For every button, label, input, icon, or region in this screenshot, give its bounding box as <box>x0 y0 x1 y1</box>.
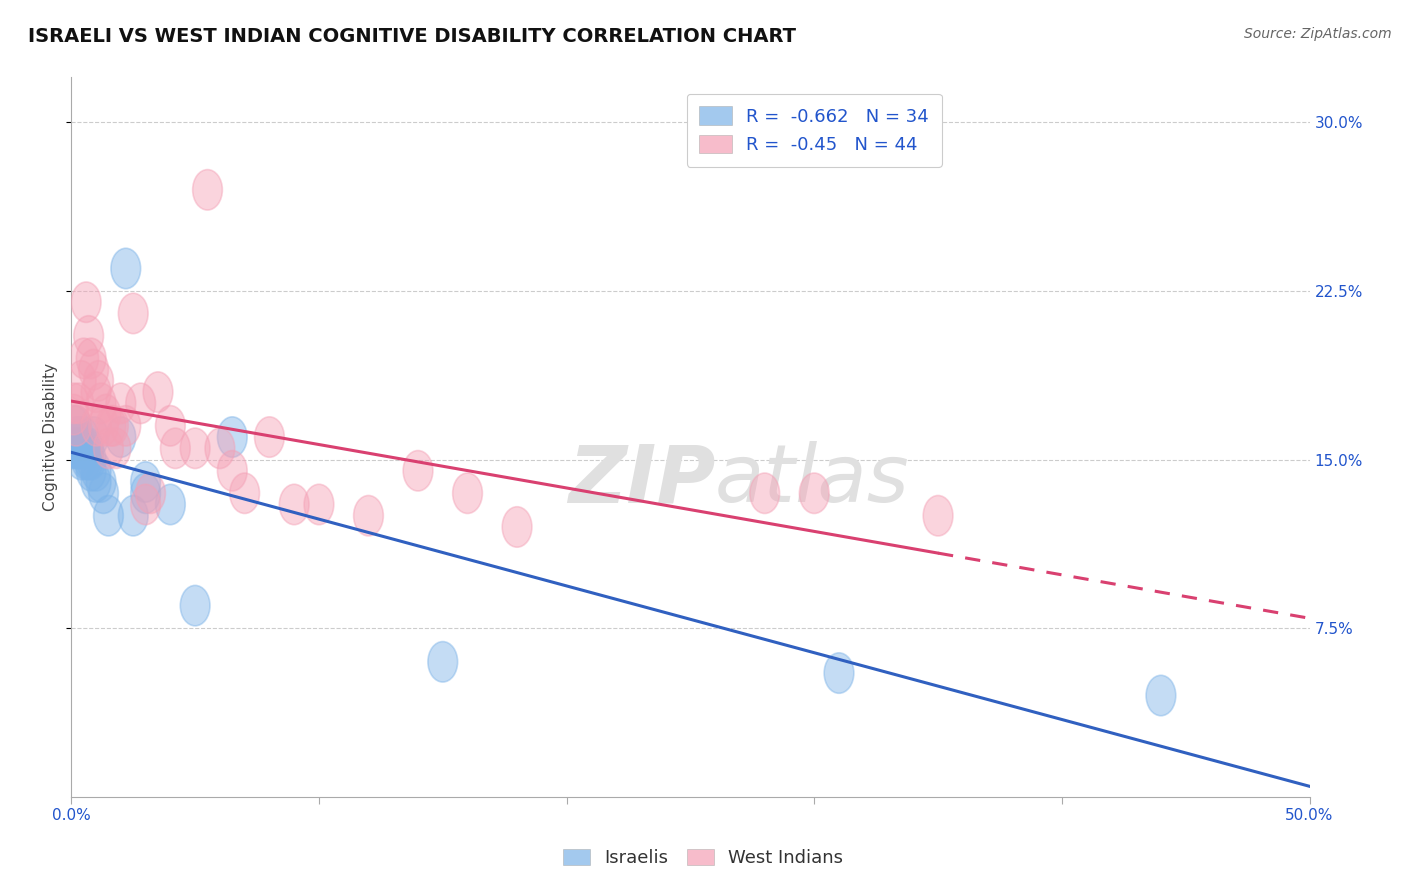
Ellipse shape <box>118 495 148 536</box>
Ellipse shape <box>94 495 124 536</box>
Ellipse shape <box>101 428 131 468</box>
Ellipse shape <box>73 428 104 468</box>
Ellipse shape <box>143 372 173 412</box>
Text: Source: ZipAtlas.com: Source: ZipAtlas.com <box>1244 27 1392 41</box>
Text: ZIP: ZIP <box>568 442 716 519</box>
Ellipse shape <box>73 316 104 356</box>
Ellipse shape <box>118 293 148 334</box>
Ellipse shape <box>91 394 121 434</box>
Ellipse shape <box>218 450 247 491</box>
Legend: Israelis, West Indians: Israelis, West Indians <box>555 841 851 874</box>
Ellipse shape <box>404 450 433 491</box>
Ellipse shape <box>84 360 114 401</box>
Ellipse shape <box>800 473 830 514</box>
Ellipse shape <box>72 439 101 480</box>
Ellipse shape <box>82 450 111 491</box>
Ellipse shape <box>66 439 96 480</box>
Ellipse shape <box>89 473 118 514</box>
Legend: R =  -0.662   N = 34, R =  -0.45   N = 44: R = -0.662 N = 34, R = -0.45 N = 44 <box>686 94 942 167</box>
Ellipse shape <box>63 417 94 458</box>
Ellipse shape <box>63 428 94 468</box>
Ellipse shape <box>254 417 284 458</box>
Ellipse shape <box>63 384 94 424</box>
Ellipse shape <box>86 462 115 502</box>
Ellipse shape <box>111 406 141 446</box>
Ellipse shape <box>69 417 98 458</box>
Ellipse shape <box>76 338 105 378</box>
Ellipse shape <box>453 473 482 514</box>
Ellipse shape <box>105 384 136 424</box>
Ellipse shape <box>427 641 457 682</box>
Ellipse shape <box>98 406 128 446</box>
Ellipse shape <box>502 507 531 547</box>
Ellipse shape <box>136 473 166 514</box>
Ellipse shape <box>62 406 91 446</box>
Ellipse shape <box>86 384 115 424</box>
Ellipse shape <box>94 428 124 468</box>
Ellipse shape <box>749 473 779 514</box>
Ellipse shape <box>59 406 89 446</box>
Ellipse shape <box>76 450 105 491</box>
Ellipse shape <box>73 439 104 480</box>
Ellipse shape <box>180 428 209 468</box>
Ellipse shape <box>131 484 160 524</box>
Ellipse shape <box>229 473 260 514</box>
Y-axis label: Cognitive Disability: Cognitive Disability <box>44 363 58 511</box>
Ellipse shape <box>66 428 96 468</box>
Ellipse shape <box>111 248 141 289</box>
Ellipse shape <box>59 394 89 434</box>
Ellipse shape <box>156 406 186 446</box>
Ellipse shape <box>59 428 89 468</box>
Ellipse shape <box>59 384 89 424</box>
Ellipse shape <box>72 282 101 322</box>
Ellipse shape <box>824 653 853 693</box>
Ellipse shape <box>82 462 111 502</box>
Ellipse shape <box>72 428 101 468</box>
Ellipse shape <box>280 484 309 524</box>
Ellipse shape <box>924 495 953 536</box>
Ellipse shape <box>62 417 91 458</box>
Ellipse shape <box>96 406 125 446</box>
Text: atlas: atlas <box>716 442 910 519</box>
Ellipse shape <box>69 338 98 378</box>
Ellipse shape <box>82 406 111 446</box>
Ellipse shape <box>304 484 333 524</box>
Ellipse shape <box>66 360 96 401</box>
Ellipse shape <box>156 484 186 524</box>
Ellipse shape <box>1146 675 1175 715</box>
Ellipse shape <box>69 428 98 468</box>
Text: ISRAELI VS WEST INDIAN COGNITIVE DISABILITY CORRELATION CHART: ISRAELI VS WEST INDIAN COGNITIVE DISABIL… <box>28 27 796 45</box>
Ellipse shape <box>62 428 91 468</box>
Ellipse shape <box>89 406 118 446</box>
Ellipse shape <box>125 384 156 424</box>
Ellipse shape <box>131 462 160 502</box>
Ellipse shape <box>79 350 108 390</box>
Ellipse shape <box>79 417 108 458</box>
Ellipse shape <box>354 495 384 536</box>
Ellipse shape <box>193 169 222 210</box>
Ellipse shape <box>218 417 247 458</box>
Ellipse shape <box>82 372 111 412</box>
Ellipse shape <box>62 406 91 446</box>
Ellipse shape <box>131 473 160 514</box>
Ellipse shape <box>76 439 105 480</box>
Ellipse shape <box>105 417 136 458</box>
Ellipse shape <box>180 585 209 626</box>
Ellipse shape <box>205 428 235 468</box>
Ellipse shape <box>160 428 190 468</box>
